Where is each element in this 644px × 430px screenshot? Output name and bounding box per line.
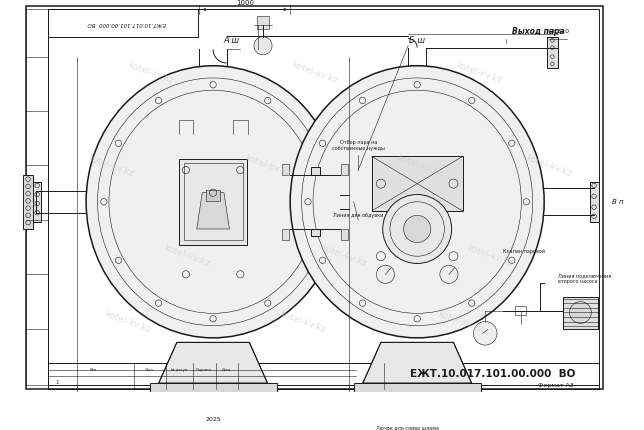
Bar [589,182,598,222]
Bar [564,297,598,329]
Text: kotel-kv.kz: kotel-kv.kz [104,310,152,335]
Circle shape [569,301,591,323]
Text: Лючок для слива шлама
при обдувке: Лючок для слива шлама при обдувке [376,425,439,430]
Bar [48,9,198,37]
Bar [179,159,247,245]
Text: kotel-kv.kz: kotel-kv.kz [127,60,175,85]
Text: kotel-kv.kz: kotel-kv.kz [454,60,502,85]
Bar [206,190,220,201]
Text: Линия для обдувки: Линия для обдувки [333,213,383,218]
Circle shape [376,265,395,283]
Text: ЕЖТ.10.017.101.00.000  ВО: ЕЖТ.10.017.101.00.000 ВО [88,21,166,26]
Bar [341,164,348,175]
Ellipse shape [86,66,340,338]
Text: kotel-kv.kz: kotel-kv.kz [437,310,485,335]
Text: Отбор пара на
собственные нужды: Отбор пара на собственные нужды [332,140,384,151]
Text: Б ш: Б ш [409,36,425,45]
Text: Выход пара: Выход пара [513,27,565,36]
Text: А ш: А ш [223,36,239,45]
Ellipse shape [290,66,544,338]
Text: 1000: 1000 [236,0,254,6]
Bar [184,163,243,240]
Text: Клапан паровой: Клапан паровой [504,249,545,254]
Bar [310,167,319,175]
Bar [48,363,600,389]
Bar [26,9,48,385]
Text: kotel-kv.kz: kotel-kv.kz [243,154,292,178]
Text: kotel-kv.kz: kotel-kv.kz [466,243,514,268]
Text: Дата: Дата [222,368,231,372]
Text: Изм: Изм [90,368,97,372]
Text: ЕЖТ.10.017.101.00.000  ВО: ЕЖТ.10.017.101.00.000 ВО [410,369,575,379]
Circle shape [383,194,451,264]
Text: Линия подключения
второго насоса: Линия подключения второго насоса [558,273,611,284]
Bar [354,383,480,392]
Bar [149,383,276,392]
Text: № докум: № докум [171,368,188,372]
Bar [341,229,348,240]
Text: kotel-kv.kz: kotel-kv.kz [162,243,211,268]
Bar [23,175,33,229]
Circle shape [440,265,458,283]
Text: kotel-kv.kz: kotel-kv.kz [290,60,339,85]
Bar [372,157,462,211]
Text: kotel-kv.kz: kotel-kv.kz [319,243,368,268]
Text: kotel-kv.kz: kotel-kv.kz [279,310,327,335]
Polygon shape [197,193,229,229]
Bar [282,164,289,175]
Text: +2,310: +2,310 [546,29,569,34]
Bar [515,306,526,315]
Text: В п: В п [612,199,624,205]
Text: 1: 1 [55,380,59,385]
Circle shape [473,322,497,345]
Circle shape [404,215,431,243]
Bar [282,229,289,240]
Bar [547,37,558,68]
Polygon shape [158,342,267,383]
Polygon shape [363,342,471,383]
Text: Формат А3: Формат А3 [538,383,574,387]
Bar [33,182,41,222]
Text: Лист: Лист [145,368,154,372]
Bar [347,188,355,215]
Bar [256,16,269,29]
Text: Подпись: Подпись [196,368,212,372]
Text: kotel-kv.kz: kotel-kv.kz [395,154,444,178]
Text: kotel-kv.kz: kotel-kv.kz [524,154,573,178]
Circle shape [254,37,272,55]
Bar [310,229,319,236]
Text: 2025: 2025 [205,417,221,422]
Text: kotel-kv.kz: kotel-kv.kz [86,154,135,178]
